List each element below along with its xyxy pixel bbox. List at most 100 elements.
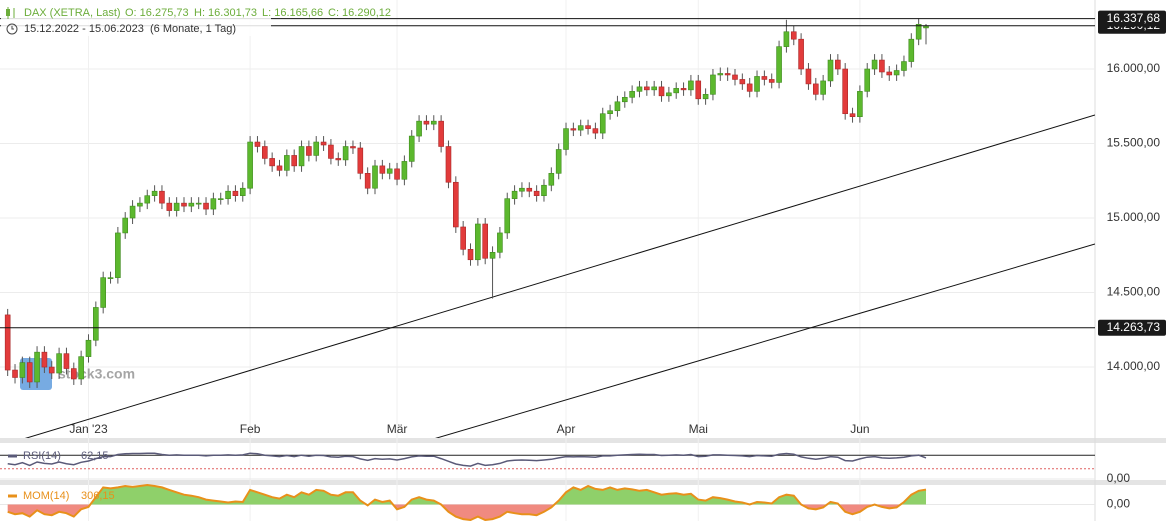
candle-body xyxy=(107,277,114,279)
candle-body xyxy=(320,141,327,146)
candle-body xyxy=(776,46,782,83)
x-tick-label: Apr xyxy=(557,422,576,436)
candle-body xyxy=(901,61,907,71)
candle-body xyxy=(372,165,378,189)
candle-body xyxy=(467,249,474,261)
candle-body xyxy=(754,76,760,92)
candle-body xyxy=(585,125,591,129)
candle-body xyxy=(482,223,489,259)
indicator-legend-swatch xyxy=(8,454,17,458)
candle-body xyxy=(813,83,819,95)
candle-body xyxy=(519,187,525,192)
candle-body xyxy=(48,366,55,374)
candle-body xyxy=(181,202,187,207)
ohlc-high: H: 16.301,73 xyxy=(194,7,257,19)
candle-body xyxy=(78,356,84,380)
y-tick-label: 15.000,00 xyxy=(1107,210,1161,224)
candle-body xyxy=(56,353,62,374)
candle-body xyxy=(886,71,893,76)
candle-body xyxy=(732,74,738,80)
period: (6 Monate, 1 Tag) xyxy=(150,23,236,35)
candle-body xyxy=(636,86,643,92)
candle-body xyxy=(115,232,121,278)
candle-body xyxy=(159,190,165,204)
candle-body xyxy=(857,91,863,117)
candle-body xyxy=(864,68,871,92)
candle-body xyxy=(651,86,657,91)
candle-body xyxy=(607,110,613,115)
y-tick-label: 14.000,00 xyxy=(1107,359,1161,373)
indicator-value: 62,15 xyxy=(81,450,109,462)
candle-body xyxy=(328,144,334,159)
panel-separator xyxy=(0,438,1166,443)
candle-body xyxy=(269,158,275,167)
candle-body xyxy=(129,205,136,219)
candle-body xyxy=(445,146,452,183)
candle-body xyxy=(717,73,724,76)
candle-body xyxy=(137,202,143,207)
x-tick-label: Jun xyxy=(850,422,869,436)
candle-body xyxy=(849,113,856,117)
candle-body xyxy=(592,128,599,134)
x-tick-label: Mai xyxy=(689,422,708,436)
clock-icon xyxy=(6,23,18,35)
candle-body xyxy=(203,202,209,210)
price-label-box xyxy=(1098,10,1166,27)
candle-body xyxy=(122,217,129,234)
candle-body xyxy=(364,173,371,189)
ohlc-close: C: 16.290,12 xyxy=(328,7,391,19)
x-tick-label: Mär xyxy=(387,422,408,436)
indicator-panel: 0,00 MOM(14) 306,15 xyxy=(0,483,1131,521)
candle-body xyxy=(225,190,231,199)
indicator-line xyxy=(7,483,927,521)
candle-body xyxy=(408,135,415,162)
candle-body xyxy=(533,190,540,196)
indicator-name: RSI(14) xyxy=(23,450,61,462)
trend-line xyxy=(24,114,1095,438)
candle-body xyxy=(475,223,481,261)
candle-body xyxy=(379,165,386,174)
candle-body xyxy=(100,277,106,308)
candle-body xyxy=(85,339,92,357)
candle-body xyxy=(629,91,635,98)
candle-body xyxy=(621,97,628,103)
candle-body xyxy=(614,101,621,112)
candle-body xyxy=(541,184,547,196)
candle-body xyxy=(247,141,253,189)
candle-body xyxy=(210,198,217,210)
candle-body xyxy=(350,146,356,149)
candle-body xyxy=(313,141,320,156)
candle-body xyxy=(239,187,246,196)
x-tick-label: Jan '23 xyxy=(69,422,108,436)
candle-body xyxy=(438,120,444,147)
indicator-area-negative xyxy=(7,504,901,520)
candle-body xyxy=(232,190,239,196)
candle-body xyxy=(298,146,305,167)
candle-body xyxy=(761,76,768,80)
x-tick-label: Feb xyxy=(240,422,261,436)
candle-body xyxy=(805,68,812,85)
indicator-tick-label: 0,00 xyxy=(1107,497,1131,511)
candle-body xyxy=(570,128,577,131)
candle-body xyxy=(548,173,555,186)
candle-body xyxy=(19,362,26,378)
candle-body xyxy=(915,23,922,40)
candle-body xyxy=(680,88,687,91)
indicator-line xyxy=(7,452,927,467)
candle-body xyxy=(188,202,195,207)
candle-body xyxy=(262,146,268,159)
candle-body xyxy=(460,226,466,250)
trend-lines xyxy=(24,114,1095,438)
candle-body xyxy=(453,181,459,228)
candle-body xyxy=(276,165,283,171)
price-label: 16.337,68 xyxy=(1107,11,1161,25)
clock-hands xyxy=(11,26,14,30)
candle-body xyxy=(430,120,437,125)
candle-body xyxy=(423,120,430,125)
indicator-panel: 0,00 RSI(14) 62,15 xyxy=(0,450,1130,485)
candle-body xyxy=(284,155,290,171)
candle-body xyxy=(34,351,40,383)
candle-body xyxy=(401,161,408,180)
candle-body xyxy=(70,368,77,380)
